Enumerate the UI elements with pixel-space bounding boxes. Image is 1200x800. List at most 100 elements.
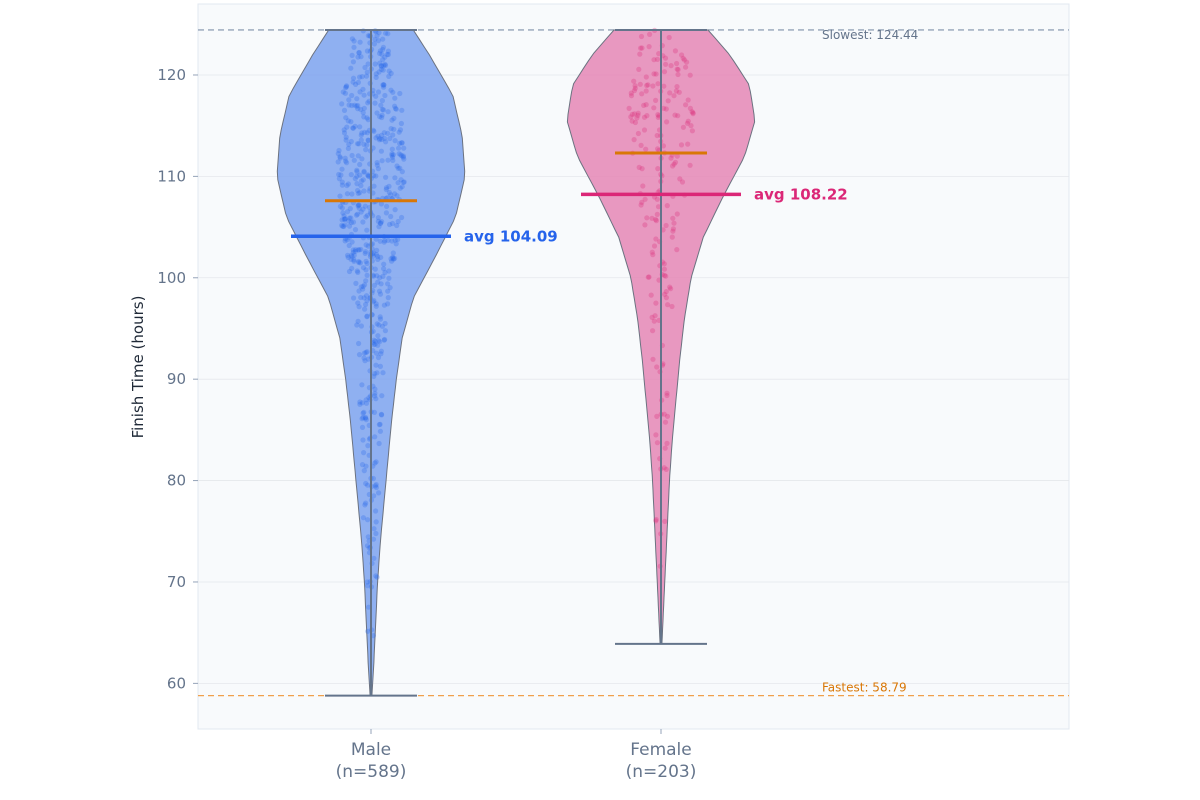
point-male (363, 278, 369, 284)
point-male (360, 219, 366, 225)
point-male (351, 38, 357, 44)
point-male (361, 450, 367, 456)
point-male (392, 207, 398, 213)
point-male (358, 137, 364, 143)
point-male (356, 247, 362, 253)
point-male (355, 202, 361, 208)
point-male (372, 266, 378, 272)
point-female (684, 120, 691, 126)
point-male (353, 81, 359, 87)
point-male (375, 38, 382, 44)
point-male (351, 295, 357, 301)
point-female (663, 295, 670, 301)
point-female (663, 106, 669, 112)
point-male (350, 219, 357, 225)
point-female (673, 88, 680, 94)
point-male (353, 212, 360, 218)
point-female (663, 466, 669, 472)
point-female (654, 196, 660, 202)
point-male (344, 237, 350, 243)
point-female (651, 105, 657, 111)
point-female (653, 218, 660, 224)
point-female (664, 392, 670, 399)
point-female (689, 128, 696, 134)
point-female (643, 88, 649, 94)
point-male (365, 172, 371, 178)
point-female (687, 72, 693, 78)
point-female (632, 119, 639, 126)
point-male (352, 123, 358, 129)
point-male (363, 414, 369, 421)
point-male (356, 141, 362, 147)
point-male (397, 140, 403, 146)
point-male (374, 321, 380, 327)
point-male (395, 218, 401, 225)
point-female (690, 110, 696, 116)
point-male (355, 141, 361, 147)
point-female (661, 411, 667, 417)
point-female (674, 211, 680, 217)
y-axis: 60 70 80 90 100 110 120 (157, 66, 198, 692)
point-male (350, 249, 356, 255)
point-male (386, 68, 392, 74)
point-male (359, 462, 366, 468)
point-male (378, 281, 384, 287)
point-male (364, 313, 370, 319)
point-male (371, 342, 377, 348)
point-female (631, 137, 637, 143)
point-male (360, 410, 366, 416)
point-male (344, 209, 351, 215)
point-male (397, 185, 403, 191)
point-male (361, 92, 367, 98)
point-female (668, 63, 674, 69)
point-male (382, 62, 389, 68)
point-male (371, 282, 377, 288)
point-female (642, 222, 648, 228)
point-male (364, 579, 370, 585)
point-male (364, 543, 371, 549)
point-male (359, 74, 365, 80)
point-male (345, 254, 351, 260)
point-male (371, 250, 377, 256)
point-male (357, 89, 363, 95)
point-male (356, 202, 362, 208)
point-female (643, 74, 649, 80)
point-male (399, 214, 405, 221)
point-male (381, 135, 388, 141)
point-male (338, 172, 344, 178)
point-male (358, 132, 364, 138)
point-male (342, 155, 348, 161)
point-male (382, 336, 388, 343)
point-male (342, 216, 348, 222)
point-male (382, 92, 388, 99)
point-male (384, 195, 390, 201)
point-male (363, 397, 369, 403)
point-male (346, 242, 352, 249)
point-male (364, 260, 370, 267)
point-female (662, 445, 668, 451)
point-male (381, 337, 387, 343)
point-male (335, 159, 341, 165)
point-male (379, 114, 385, 121)
point-female (655, 146, 661, 152)
point-male (352, 227, 359, 233)
point-male (392, 237, 398, 243)
point-male (360, 265, 367, 271)
point-male (383, 185, 390, 191)
point-male (398, 120, 404, 127)
point-male (365, 173, 371, 179)
point-male (377, 363, 383, 369)
point-male (385, 237, 391, 243)
point-male (374, 33, 380, 39)
point-female (639, 91, 645, 97)
point-male (373, 135, 379, 141)
point-male (399, 169, 405, 175)
point-male (365, 628, 371, 634)
point-male (381, 84, 387, 90)
point-male (376, 490, 382, 496)
point-male (365, 443, 371, 449)
point-female (654, 211, 660, 217)
point-male (375, 279, 381, 285)
point-male (348, 65, 354, 71)
point-male (339, 179, 345, 185)
